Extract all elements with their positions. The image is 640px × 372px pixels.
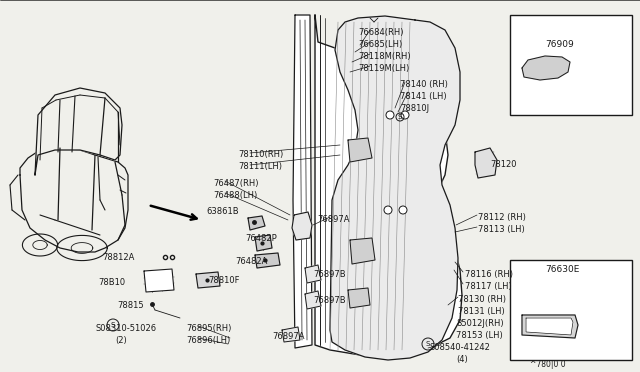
Text: 78111(LH): 78111(LH) xyxy=(238,162,282,171)
Circle shape xyxy=(401,111,409,119)
Text: 63861B: 63861B xyxy=(206,207,239,216)
Text: 76487(RH): 76487(RH) xyxy=(213,179,259,188)
Polygon shape xyxy=(293,15,312,348)
Text: 78815: 78815 xyxy=(117,301,143,310)
Text: 78119M(LH): 78119M(LH) xyxy=(358,64,409,73)
Polygon shape xyxy=(196,272,220,288)
Text: 78118M(RH): 78118M(RH) xyxy=(358,52,411,61)
Text: 78810J: 78810J xyxy=(400,104,429,113)
Text: ^780|0 0: ^780|0 0 xyxy=(530,360,566,369)
Text: 76897A: 76897A xyxy=(317,215,349,224)
Text: 76482P: 76482P xyxy=(245,234,276,243)
Circle shape xyxy=(386,111,394,119)
Bar xyxy=(510,260,632,360)
Polygon shape xyxy=(20,148,128,252)
Polygon shape xyxy=(526,318,573,335)
Text: 78140 (RH): 78140 (RH) xyxy=(400,80,448,89)
Text: 78130 (RH): 78130 (RH) xyxy=(458,295,506,304)
Text: S: S xyxy=(398,114,402,120)
Text: 78810F: 78810F xyxy=(208,276,239,285)
Text: 76897B: 76897B xyxy=(313,296,346,305)
Polygon shape xyxy=(35,88,122,175)
Text: 85012J(RH): 85012J(RH) xyxy=(456,319,504,328)
Text: S08310-51026: S08310-51026 xyxy=(95,324,156,333)
Text: 78B10: 78B10 xyxy=(98,278,125,287)
Text: S: S xyxy=(111,322,115,328)
Text: 78112 (RH): 78112 (RH) xyxy=(478,213,526,222)
Text: 76685(LH): 76685(LH) xyxy=(358,40,403,49)
Polygon shape xyxy=(522,56,570,80)
Text: 78110(RH): 78110(RH) xyxy=(238,150,284,159)
Bar xyxy=(510,15,632,115)
Polygon shape xyxy=(248,216,265,230)
Polygon shape xyxy=(315,15,462,355)
Text: 76630E: 76630E xyxy=(545,265,579,274)
Polygon shape xyxy=(350,238,375,264)
Polygon shape xyxy=(348,138,372,162)
Text: (4): (4) xyxy=(456,355,468,364)
Text: 76897B: 76897B xyxy=(313,270,346,279)
Polygon shape xyxy=(522,315,578,338)
Text: 78141 (LH): 78141 (LH) xyxy=(400,92,447,101)
Polygon shape xyxy=(348,288,370,308)
Text: 76909: 76909 xyxy=(545,40,573,49)
Circle shape xyxy=(399,206,407,214)
Text: 78812A: 78812A xyxy=(102,253,134,262)
Text: S08540-41242: S08540-41242 xyxy=(430,343,491,352)
Circle shape xyxy=(384,206,392,214)
Text: 78117 (LH): 78117 (LH) xyxy=(465,282,512,291)
Text: 78153 (LH): 78153 (LH) xyxy=(456,331,503,340)
Text: S: S xyxy=(426,341,430,347)
Text: 78113 (LH): 78113 (LH) xyxy=(478,225,525,234)
Text: (2): (2) xyxy=(115,336,127,345)
Polygon shape xyxy=(330,16,460,360)
Polygon shape xyxy=(292,212,312,240)
Text: 76896(LH): 76896(LH) xyxy=(186,336,230,345)
Polygon shape xyxy=(255,253,280,268)
Text: 76684(RH): 76684(RH) xyxy=(358,28,403,37)
Text: 78131 (LH): 78131 (LH) xyxy=(458,307,505,316)
Text: 78120: 78120 xyxy=(490,160,516,169)
Polygon shape xyxy=(305,265,321,283)
Polygon shape xyxy=(255,235,272,251)
Text: 76897A: 76897A xyxy=(272,332,305,341)
Text: 78116 (RH): 78116 (RH) xyxy=(465,270,513,279)
Polygon shape xyxy=(144,269,174,292)
Text: 76482A: 76482A xyxy=(235,257,268,266)
Text: 76488(LH): 76488(LH) xyxy=(213,191,257,200)
Polygon shape xyxy=(305,291,321,309)
Text: 76895(RH): 76895(RH) xyxy=(186,324,232,333)
Polygon shape xyxy=(282,327,300,342)
Polygon shape xyxy=(475,148,497,178)
